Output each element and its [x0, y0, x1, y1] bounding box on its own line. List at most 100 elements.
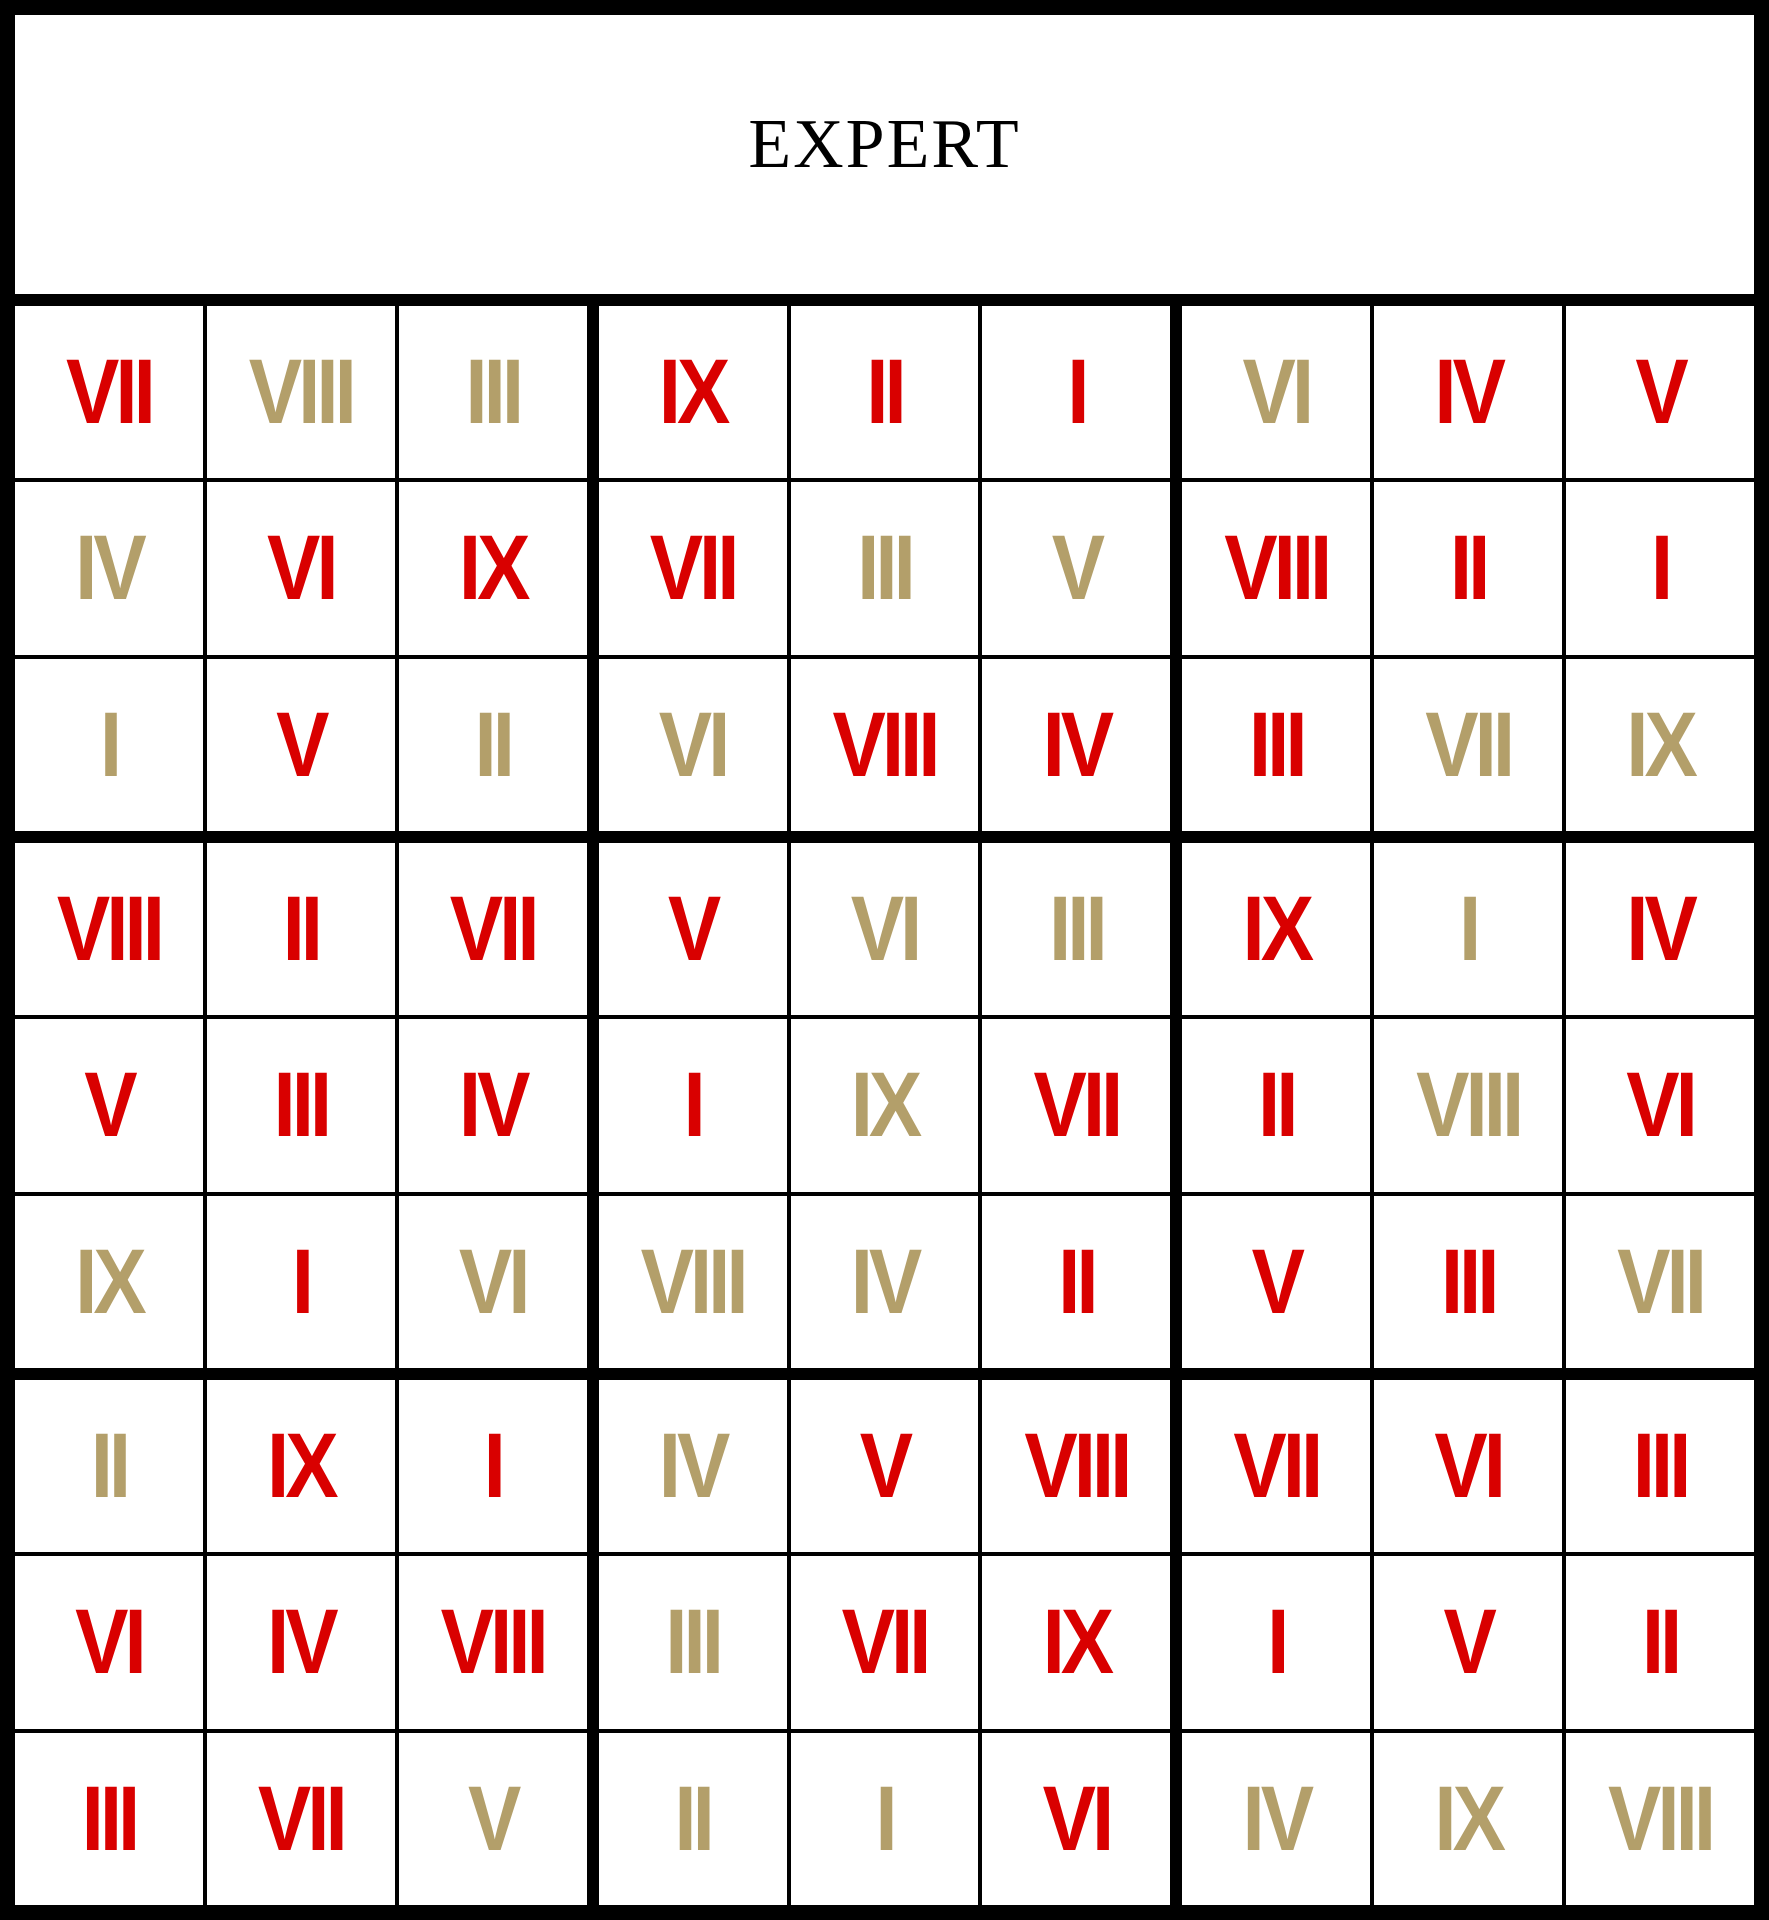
- cell-r7-c1[interactable]: II: [15, 1380, 203, 1553]
- cell-r8-c1[interactable]: VI: [15, 1556, 203, 1729]
- cell-value: I: [483, 1414, 506, 1517]
- cell-r4-c6[interactable]: III: [982, 843, 1171, 1016]
- cell-value: II: [674, 1767, 715, 1870]
- cell-r6-c7[interactable]: V: [1182, 1195, 1371, 1368]
- cell-r9-c9[interactable]: VIII: [1566, 1732, 1754, 1905]
- cell-r6-c8[interactable]: III: [1374, 1195, 1563, 1368]
- cell-r8-c9[interactable]: II: [1566, 1556, 1754, 1729]
- cell-value: V: [276, 693, 329, 796]
- cell-r2-c6[interactable]: V: [982, 482, 1171, 655]
- cell-r3-c5[interactable]: VIII: [790, 658, 979, 831]
- cell-r7-c5[interactable]: V: [790, 1380, 979, 1553]
- cell-value: VI: [658, 693, 731, 796]
- cell-r8-c3[interactable]: VIII: [398, 1556, 587, 1729]
- cell-r9-c3[interactable]: V: [398, 1732, 587, 1905]
- cell-r5-c1[interactable]: V: [15, 1019, 203, 1192]
- cell-r1-c6[interactable]: I: [982, 306, 1171, 479]
- cell-r5-c4[interactable]: I: [598, 1019, 787, 1192]
- cell-r6-c1[interactable]: IX: [15, 1195, 203, 1368]
- cell-r1-c3[interactable]: III: [398, 306, 587, 479]
- cell-r7-c9[interactable]: III: [1566, 1380, 1754, 1553]
- cell-r2-c2[interactable]: VI: [206, 482, 395, 655]
- cell-r5-c7[interactable]: II: [1182, 1019, 1371, 1192]
- cell-value: VI: [850, 877, 923, 980]
- cell-r1-c2[interactable]: VIII: [206, 306, 395, 479]
- cell-r3-c7[interactable]: III: [1182, 658, 1371, 831]
- cell-r7-c2[interactable]: IX: [206, 1380, 395, 1553]
- cell-r2-c7[interactable]: VIII: [1182, 482, 1371, 655]
- cell-r9-c5[interactable]: I: [790, 1732, 979, 1905]
- cell-value: V: [667, 877, 721, 980]
- cell-r9-c4[interactable]: II: [598, 1732, 787, 1905]
- cell-r3-c2[interactable]: V: [206, 658, 395, 831]
- cell-r1-c5[interactable]: II: [790, 306, 979, 479]
- cell-r5-c5[interactable]: IX: [790, 1019, 979, 1192]
- cell-r7-c7[interactable]: VII: [1182, 1380, 1371, 1553]
- cell-r4-c9[interactable]: IV: [1566, 843, 1754, 1016]
- cell-r5-c2[interactable]: III: [206, 1019, 395, 1192]
- cell-r1-c4[interactable]: IX: [598, 306, 787, 479]
- cell-r7-c3[interactable]: I: [398, 1380, 587, 1553]
- cell-r5-c8[interactable]: VIII: [1374, 1019, 1563, 1192]
- cell-r8-c7[interactable]: I: [1182, 1556, 1371, 1729]
- cell-value: II: [1058, 1230, 1099, 1333]
- cell-r3-c8[interactable]: VII: [1374, 658, 1563, 831]
- cell-r4-c5[interactable]: VI: [790, 843, 979, 1016]
- cell-value: VI: [1042, 1767, 1115, 1870]
- cell-r2-c8[interactable]: II: [1374, 482, 1563, 655]
- cell-r4-c3[interactable]: VII: [398, 843, 587, 1016]
- cell-r9-c6[interactable]: VI: [982, 1732, 1171, 1905]
- cell-r6-c3[interactable]: VI: [398, 1195, 587, 1368]
- cell-r2-c5[interactable]: III: [790, 482, 979, 655]
- cell-value: VII: [1617, 1230, 1707, 1333]
- cell-r3-c3[interactable]: II: [398, 658, 587, 831]
- cell-value: I: [99, 693, 122, 796]
- cell-r1-c1[interactable]: VII: [15, 306, 203, 479]
- cell-r3-c4[interactable]: VI: [598, 658, 787, 831]
- cell-r9-c1[interactable]: III: [15, 1732, 203, 1905]
- cell-r4-c1[interactable]: VIII: [15, 843, 203, 1016]
- cell-r6-c5[interactable]: IV: [790, 1195, 979, 1368]
- cell-r9-c2[interactable]: VII: [206, 1732, 395, 1905]
- cell-r8-c8[interactable]: V: [1374, 1556, 1563, 1729]
- cell-r8-c4[interactable]: III: [598, 1556, 787, 1729]
- cell-value: VII: [66, 340, 156, 443]
- cell-r7-c8[interactable]: VI: [1374, 1380, 1563, 1553]
- cell-r4-c2[interactable]: II: [206, 843, 395, 1016]
- cell-r5-c3[interactable]: IV: [398, 1019, 587, 1192]
- cell-r7-c4[interactable]: IV: [598, 1380, 787, 1553]
- cell-value: IX: [267, 1414, 339, 1517]
- cell-r4-c4[interactable]: V: [598, 843, 787, 1016]
- cell-r8-c6[interactable]: IX: [982, 1556, 1171, 1729]
- cell-r9-c7[interactable]: IV: [1182, 1732, 1371, 1905]
- cell-r6-c9[interactable]: VII: [1566, 1195, 1754, 1368]
- cell-r5-c9[interactable]: VI: [1566, 1019, 1754, 1192]
- cell-value: IV: [1434, 340, 1506, 443]
- cell-r1-c9[interactable]: V: [1566, 306, 1754, 479]
- cell-r2-c9[interactable]: I: [1566, 482, 1754, 655]
- cell-r3-c6[interactable]: IV: [982, 658, 1171, 831]
- cell-r1-c7[interactable]: VI: [1182, 306, 1371, 479]
- cell-value: II: [1449, 516, 1491, 620]
- cell-r6-c4[interactable]: VIII: [598, 1195, 787, 1368]
- cell-value: I: [291, 1230, 314, 1333]
- cell-r4-c8[interactable]: I: [1374, 843, 1563, 1016]
- cell-r6-c6[interactable]: II: [982, 1195, 1171, 1368]
- cell-r1-c8[interactable]: IV: [1374, 306, 1563, 479]
- cell-r3-c9[interactable]: IX: [1566, 658, 1754, 831]
- puzzle-header: EXPERT: [15, 15, 1754, 294]
- cell-r2-c4[interactable]: VII: [598, 482, 787, 655]
- cell-r6-c2[interactable]: I: [206, 1195, 395, 1368]
- cell-r4-c7[interactable]: IX: [1182, 843, 1371, 1016]
- cell-r3-c1[interactable]: I: [15, 658, 203, 831]
- cell-r7-c6[interactable]: VIII: [982, 1380, 1171, 1553]
- cell-r2-c3[interactable]: IX: [398, 482, 587, 655]
- cell-r8-c2[interactable]: IV: [206, 1556, 395, 1729]
- cell-value: VII: [1233, 1414, 1323, 1517]
- cell-value: III: [81, 1767, 141, 1870]
- cell-r5-c6[interactable]: VII: [982, 1019, 1171, 1192]
- cell-r9-c8[interactable]: IX: [1374, 1732, 1563, 1905]
- cell-value: II: [866, 340, 907, 443]
- cell-r8-c5[interactable]: VII: [790, 1556, 979, 1729]
- cell-r2-c1[interactable]: IV: [15, 482, 203, 655]
